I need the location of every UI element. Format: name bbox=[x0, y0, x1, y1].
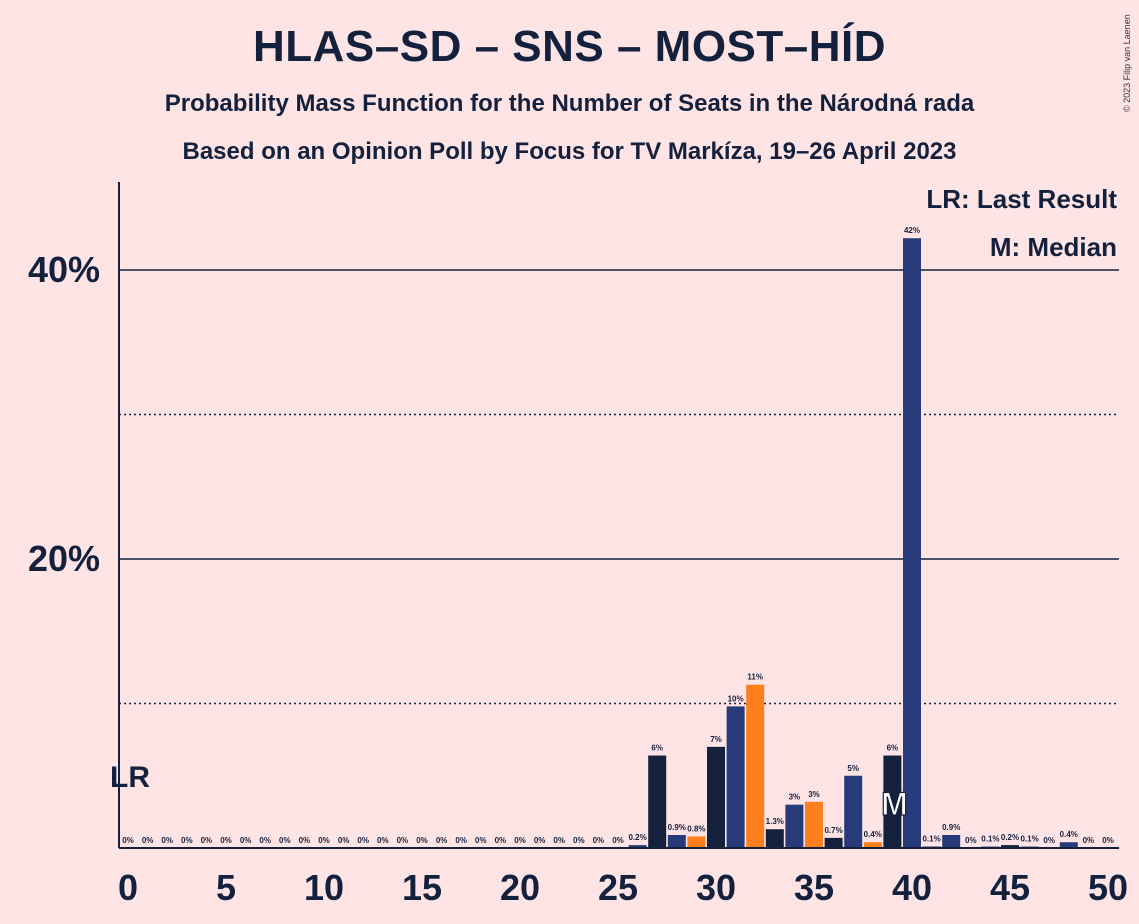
bar-seat-37 bbox=[844, 775, 863, 848]
legend-last-result: LR: Last Result bbox=[926, 184, 1117, 214]
bar-value-label: 0% bbox=[553, 836, 565, 845]
bar-value-label: 0.4% bbox=[864, 830, 882, 839]
value-labels: 0% 0% 0% 0% 0% 0% 0% 0% 0% 0% 0% 0% 0% 0% 0% 0% 0% 0% 0% 0%… bbox=[122, 226, 1114, 845]
median-marker: M bbox=[881, 786, 908, 822]
bar-value-label: 0% bbox=[495, 836, 507, 845]
axes: 20% 40% 0 5 10 15 20 25 30 35 40 45 50 bbox=[28, 182, 1128, 908]
bar-value-label: 3% bbox=[789, 793, 801, 802]
bar-seat-26 bbox=[628, 845, 647, 848]
x-tick-label: 50 bbox=[1088, 867, 1128, 908]
bar-seat-38 bbox=[863, 842, 882, 848]
bar-value-label: 0% bbox=[534, 836, 546, 845]
bar-value-label: 0% bbox=[1083, 836, 1095, 845]
bar-value-label: 0.8% bbox=[687, 824, 705, 833]
x-tick-label: 20 bbox=[500, 867, 540, 908]
bar-value-label: 0% bbox=[612, 836, 624, 845]
bar-value-label: 0% bbox=[240, 836, 252, 845]
bar-value-label: 0% bbox=[1102, 836, 1114, 845]
x-tick-label: 40 bbox=[892, 867, 932, 908]
bar-value-label: 5% bbox=[847, 764, 859, 773]
x-tick-label: 0 bbox=[118, 867, 138, 908]
bar-value-label: 11% bbox=[747, 673, 763, 682]
bar-seat-30 bbox=[707, 746, 725, 848]
chart-subtitle-poll: Based on an Opinion Poll by Focus for TV… bbox=[182, 138, 957, 165]
bar-value-label: 0% bbox=[122, 836, 134, 845]
bar-value-label: 0% bbox=[436, 836, 448, 845]
bar-value-label: 0% bbox=[475, 836, 487, 845]
bar-value-label: 0.9% bbox=[668, 823, 686, 832]
x-tick-label: 25 bbox=[598, 867, 638, 908]
bar-seat-42 bbox=[942, 834, 961, 848]
legend-median: M: Median bbox=[989, 232, 1117, 262]
bar-value-label: 0% bbox=[299, 836, 311, 845]
bar-seat-45 bbox=[1001, 845, 1019, 848]
bar-value-label: 0% bbox=[573, 836, 585, 845]
bars bbox=[628, 238, 1078, 848]
bar-value-label: 0% bbox=[318, 836, 330, 845]
bar-value-label: 0.2% bbox=[1001, 833, 1019, 842]
bar-value-label: 0% bbox=[181, 836, 193, 845]
x-tick-label: 10 bbox=[304, 867, 344, 908]
bar-value-label: 0% bbox=[514, 836, 526, 845]
x-tick-label: 45 bbox=[990, 867, 1030, 908]
bar-value-label: 0% bbox=[1043, 836, 1055, 845]
bar-value-label: 0.1% bbox=[981, 835, 999, 844]
bar-seat-32 bbox=[746, 684, 765, 848]
bar-value-label: 6% bbox=[887, 744, 899, 753]
bar-value-label: 0.7% bbox=[824, 826, 842, 835]
bar-value-label: 0.9% bbox=[942, 823, 960, 832]
result-markers: LR M bbox=[110, 761, 908, 823]
bar-value-label: 0% bbox=[965, 836, 977, 845]
bar-seat-36 bbox=[824, 837, 843, 848]
bar-value-label: 10% bbox=[728, 694, 744, 703]
bar-seat-40 bbox=[903, 238, 921, 848]
x-tick-label: 15 bbox=[402, 867, 442, 908]
bar-value-label: 0% bbox=[455, 836, 467, 845]
bar-value-label: 6% bbox=[651, 744, 663, 753]
y-tick-label: 20% bbox=[28, 538, 100, 579]
last-result-marker: LR bbox=[110, 761, 150, 794]
bar-seat-28 bbox=[667, 834, 686, 848]
bar-value-label: 0% bbox=[279, 836, 291, 845]
gridlines bbox=[119, 269, 1119, 705]
bar-value-label: 3% bbox=[808, 790, 820, 799]
bar-value-label: 1.3% bbox=[766, 817, 784, 826]
x-tick-label: 5 bbox=[216, 867, 236, 908]
bar-value-label: 0% bbox=[338, 836, 350, 845]
chart-subtitle-method: Probability Mass Function for the Number… bbox=[164, 90, 975, 117]
bar-value-label: 0.1% bbox=[1020, 835, 1038, 844]
bar-value-label: 0% bbox=[220, 836, 232, 845]
bar-seat-29 bbox=[687, 836, 706, 848]
bar-value-label: 0% bbox=[201, 836, 213, 845]
bar-value-label: 0% bbox=[593, 836, 605, 845]
bar-value-label: 0% bbox=[377, 836, 389, 845]
bar-value-label: 0% bbox=[142, 836, 154, 845]
bar-seat-33 bbox=[765, 829, 784, 848]
x-tick-label: 35 bbox=[794, 867, 834, 908]
bar-value-label: 0.4% bbox=[1060, 830, 1078, 839]
bar-value-label: 0% bbox=[416, 836, 428, 845]
bar-seat-39 bbox=[883, 755, 902, 848]
y-tick-label: 40% bbox=[28, 249, 100, 290]
bar-value-label: 0.1% bbox=[922, 835, 940, 844]
bar-value-label: 7% bbox=[710, 735, 722, 744]
bar-seat-48 bbox=[1059, 842, 1078, 848]
bar-value-label: 0.2% bbox=[628, 833, 646, 842]
bar-seat-27 bbox=[648, 755, 667, 848]
bar-value-label: 0% bbox=[397, 836, 409, 845]
bar-value-label: 0% bbox=[357, 836, 369, 845]
chart-title: HLAS–SD – SNS – MOST–HÍD bbox=[252, 22, 887, 71]
bar-seat-31 bbox=[726, 706, 745, 848]
bar-value-label: 0% bbox=[161, 836, 173, 845]
bar-value-label: 42% bbox=[904, 226, 920, 235]
bar-seat-35 bbox=[805, 801, 823, 848]
bar-seat-34 bbox=[785, 804, 804, 848]
x-tick-label: 30 bbox=[696, 867, 736, 908]
bar-value-label: 0% bbox=[259, 836, 271, 845]
